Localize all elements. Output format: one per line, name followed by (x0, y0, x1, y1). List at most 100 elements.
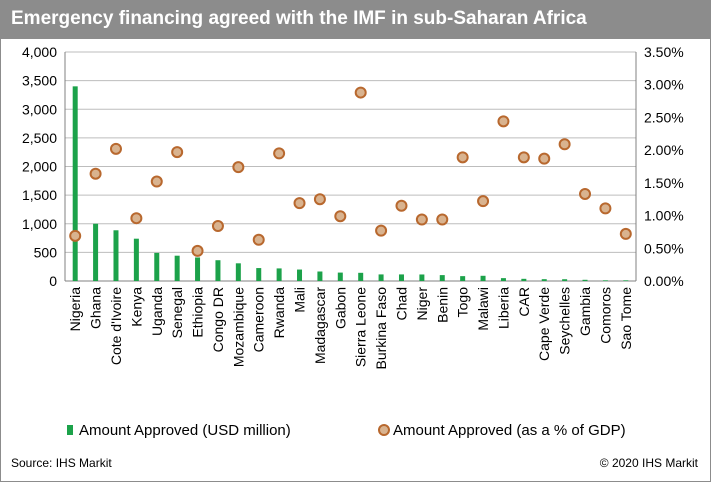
bar (358, 272, 364, 281)
bar (562, 279, 568, 281)
right-axis-tick-label: 1.50% (644, 175, 684, 191)
bar (93, 223, 99, 281)
category-label: Rwanda (271, 287, 287, 339)
category-label: Togo (455, 287, 471, 318)
data-point (375, 224, 388, 237)
data-point (497, 115, 510, 128)
category-label: Ghana (88, 287, 104, 329)
title-bar: Emergency financing agreed with the IMF … (1, 1, 710, 39)
category-label: Senegal (169, 287, 185, 338)
bar (419, 274, 425, 281)
left-axis-tick-label: 3,000 (22, 101, 57, 117)
data-point (599, 202, 612, 215)
category-label: Cameroon (251, 287, 267, 352)
bar (256, 268, 262, 281)
data-point (415, 213, 428, 226)
legend-bar-swatch (67, 425, 73, 435)
category-label: Niger (414, 287, 430, 321)
category-label: Cape Verde (536, 287, 552, 361)
right-axis-tick-label: 2.50% (644, 109, 684, 125)
right-axis-tick-label: 3.50% (644, 44, 684, 60)
bar (235, 263, 241, 281)
data-point (538, 152, 551, 165)
copyright-note: © 2020 IHS Markit (599, 456, 698, 470)
bar (133, 238, 139, 281)
legend-dot-swatch (378, 424, 390, 436)
right-axis-tick-label: 3.00% (644, 77, 684, 93)
data-point (334, 210, 347, 223)
left-axis-tick-label: 3,500 (22, 73, 57, 89)
category-label: Chad (393, 287, 409, 320)
data-point (130, 212, 143, 225)
category-label: Cote d'Ivoire (108, 287, 124, 365)
data-point (477, 195, 490, 208)
data-point (211, 220, 224, 233)
source-note: Source: IHS Markit (11, 456, 112, 470)
legend-bar-label: Amount Approved (USD million) (79, 422, 291, 439)
bar (541, 279, 547, 281)
legend-dot-label: Amount Approved (as a % of GDP) (393, 422, 626, 439)
bar (215, 260, 221, 281)
right-axis-tick-label: 2.00% (644, 142, 684, 158)
bar (317, 271, 323, 281)
category-label: Comoros (597, 287, 613, 344)
left-axis-tick-label: 2,000 (22, 159, 57, 175)
bar (72, 86, 78, 281)
right-axis-tick-label: 1.00% (644, 208, 684, 224)
category-label: Burkina Faso (373, 287, 389, 370)
bar (480, 275, 486, 281)
bar (174, 255, 180, 281)
category-label: Mali (292, 287, 308, 313)
category-label: Kenya (128, 287, 144, 327)
category-label: Gambia (577, 287, 593, 336)
data-point (232, 161, 245, 174)
data-point (191, 244, 204, 257)
data-point (293, 197, 306, 210)
data-point (89, 167, 102, 180)
bar (460, 276, 466, 281)
data-point (517, 151, 530, 164)
data-point (558, 138, 571, 151)
bar (602, 280, 608, 281)
bar (521, 278, 527, 281)
bar (439, 275, 445, 281)
category-label: Nigeria (67, 287, 83, 332)
bar (297, 269, 303, 281)
bar (113, 230, 119, 281)
right-axis-tick-label: 0.50% (644, 240, 684, 256)
bar (378, 274, 384, 281)
bar (398, 274, 404, 281)
bar (500, 278, 506, 281)
bar (195, 257, 201, 281)
left-axis-tick-label: 1,000 (22, 216, 57, 232)
left-axis-tick-label: 0 (49, 273, 57, 289)
category-label: Ethiopia (190, 287, 206, 338)
category-label: Congo DR (210, 287, 226, 352)
left-axis-tick-label: 2,500 (22, 130, 57, 146)
left-axis-tick-label: 4,000 (22, 44, 57, 60)
category-label: Sao Tome (618, 287, 634, 350)
category-label: CAR (516, 287, 532, 317)
data-point (171, 146, 184, 159)
category-label: Malawi (475, 287, 491, 331)
data-point (619, 227, 632, 240)
category-label: Sierra Leone (353, 287, 369, 367)
bar (154, 252, 160, 281)
data-point (436, 213, 449, 226)
data-point (456, 151, 469, 164)
data-point (395, 199, 408, 212)
category-label: Uganda (149, 287, 165, 336)
category-label: Mozambique (230, 287, 246, 367)
right-axis-tick-label: 0.00% (644, 273, 684, 289)
bar (623, 280, 629, 281)
data-point (150, 175, 163, 188)
data-point (252, 233, 265, 246)
category-label: Gabon (332, 287, 348, 329)
data-point (579, 187, 592, 200)
data-point (109, 142, 122, 155)
data-point (354, 86, 367, 99)
bar (337, 272, 343, 281)
bar (276, 268, 282, 281)
